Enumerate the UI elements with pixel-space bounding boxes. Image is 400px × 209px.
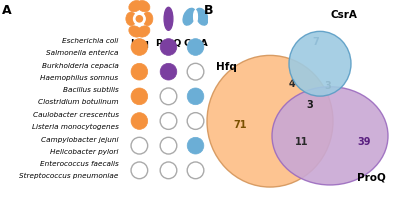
Circle shape bbox=[136, 16, 142, 22]
Text: CsrA: CsrA bbox=[330, 10, 358, 20]
Ellipse shape bbox=[194, 10, 197, 23]
Circle shape bbox=[160, 113, 177, 129]
Circle shape bbox=[131, 39, 148, 55]
Ellipse shape bbox=[129, 26, 142, 37]
Ellipse shape bbox=[129, 0, 142, 12]
Text: B: B bbox=[204, 4, 214, 17]
Text: 71: 71 bbox=[233, 120, 247, 130]
Ellipse shape bbox=[164, 7, 173, 30]
Circle shape bbox=[131, 162, 148, 179]
Text: Salmonella enterica: Salmonella enterica bbox=[46, 50, 118, 56]
Circle shape bbox=[160, 88, 177, 105]
Circle shape bbox=[131, 88, 148, 105]
Text: Bacillus subtilis: Bacillus subtilis bbox=[63, 88, 118, 93]
Text: CsrA: CsrA bbox=[183, 39, 208, 48]
Circle shape bbox=[160, 39, 177, 55]
Text: Enterococcus faecalis: Enterococcus faecalis bbox=[40, 162, 118, 167]
Circle shape bbox=[207, 55, 333, 187]
Circle shape bbox=[131, 113, 148, 129]
Ellipse shape bbox=[126, 12, 136, 25]
Circle shape bbox=[131, 137, 148, 154]
Ellipse shape bbox=[183, 8, 196, 25]
Text: A: A bbox=[2, 4, 12, 17]
Text: Helicobacter pylori: Helicobacter pylori bbox=[50, 148, 118, 155]
Circle shape bbox=[289, 31, 351, 96]
Text: Listeria monocytogenes: Listeria monocytogenes bbox=[32, 124, 118, 130]
Text: Hfq: Hfq bbox=[216, 62, 237, 72]
Text: ProQ: ProQ bbox=[155, 39, 182, 48]
Text: Campylobacter jejuni: Campylobacter jejuni bbox=[41, 137, 118, 143]
Text: Burkholderia cepacia: Burkholderia cepacia bbox=[42, 63, 118, 69]
Circle shape bbox=[187, 113, 204, 129]
Text: Hfq: Hfq bbox=[130, 39, 149, 48]
Circle shape bbox=[134, 13, 145, 25]
Circle shape bbox=[160, 63, 177, 80]
Circle shape bbox=[187, 88, 204, 105]
Text: 3: 3 bbox=[307, 99, 313, 110]
Circle shape bbox=[187, 39, 204, 55]
Circle shape bbox=[187, 162, 204, 179]
Ellipse shape bbox=[137, 0, 150, 12]
Ellipse shape bbox=[142, 12, 153, 25]
Ellipse shape bbox=[137, 26, 150, 37]
Text: Caulobacter crescentus: Caulobacter crescentus bbox=[32, 112, 118, 118]
Text: 11: 11 bbox=[295, 137, 309, 147]
Circle shape bbox=[187, 63, 204, 80]
Text: 3: 3 bbox=[325, 81, 331, 91]
Text: ProQ: ProQ bbox=[357, 173, 386, 183]
Text: Escherichia coli: Escherichia coli bbox=[62, 38, 118, 44]
Circle shape bbox=[160, 137, 177, 154]
Circle shape bbox=[131, 63, 148, 80]
Text: 4: 4 bbox=[289, 79, 295, 89]
Text: 7: 7 bbox=[313, 37, 319, 47]
Text: Haemophilus somnus: Haemophilus somnus bbox=[40, 75, 118, 80]
Ellipse shape bbox=[196, 8, 208, 25]
Text: 39: 39 bbox=[357, 137, 371, 147]
Text: Clostridium botulinum: Clostridium botulinum bbox=[38, 99, 118, 105]
Circle shape bbox=[187, 137, 204, 154]
Ellipse shape bbox=[272, 87, 388, 185]
Circle shape bbox=[160, 162, 177, 179]
Text: Streptococcus pneumoniae: Streptococcus pneumoniae bbox=[19, 173, 118, 179]
